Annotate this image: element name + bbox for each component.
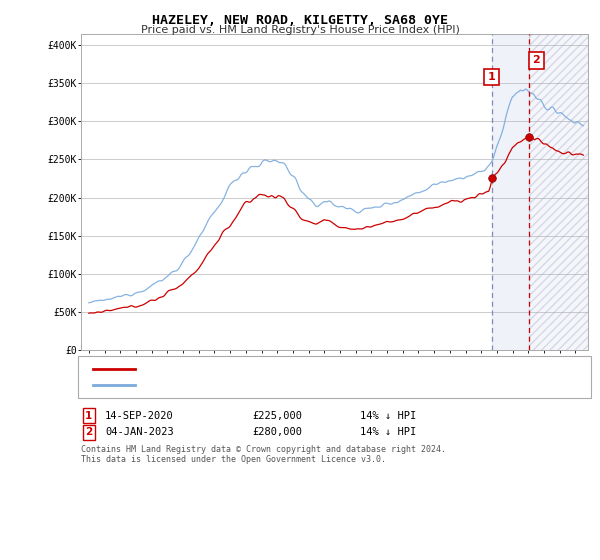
Bar <box>493 34 529 350</box>
Text: 14% ↓ HPI: 14% ↓ HPI <box>360 410 416 421</box>
Text: £225,000: £225,000 <box>252 410 302 421</box>
Text: HAZELEY, NEW ROAD, KILGETTY, SA68 0YE: HAZELEY, NEW ROAD, KILGETTY, SA68 0YE <box>152 14 448 27</box>
Text: 1: 1 <box>488 72 496 82</box>
Text: 14% ↓ HPI: 14% ↓ HPI <box>360 427 416 437</box>
Text: 04-JAN-2023: 04-JAN-2023 <box>105 427 174 437</box>
Bar <box>529 34 588 350</box>
Text: 2: 2 <box>532 55 540 66</box>
Text: Price paid vs. HM Land Registry's House Price Index (HPI): Price paid vs. HM Land Registry's House … <box>140 25 460 35</box>
Text: HPI: Average price, detached house, Pembrokeshire: HPI: Average price, detached house, Pemb… <box>144 380 432 390</box>
Text: This data is licensed under the Open Government Licence v3.0.: This data is licensed under the Open Gov… <box>81 455 386 464</box>
Text: Contains HM Land Registry data © Crown copyright and database right 2024.: Contains HM Land Registry data © Crown c… <box>81 445 446 454</box>
Text: HAZELEY, NEW ROAD, KILGETTY, SA68 0YE (detached house): HAZELEY, NEW ROAD, KILGETTY, SA68 0YE (d… <box>144 363 461 374</box>
Text: 14-SEP-2020: 14-SEP-2020 <box>105 410 174 421</box>
Text: 1: 1 <box>85 410 92 421</box>
Bar <box>529 30 588 350</box>
Text: 2: 2 <box>85 427 92 437</box>
Text: £280,000: £280,000 <box>252 427 302 437</box>
